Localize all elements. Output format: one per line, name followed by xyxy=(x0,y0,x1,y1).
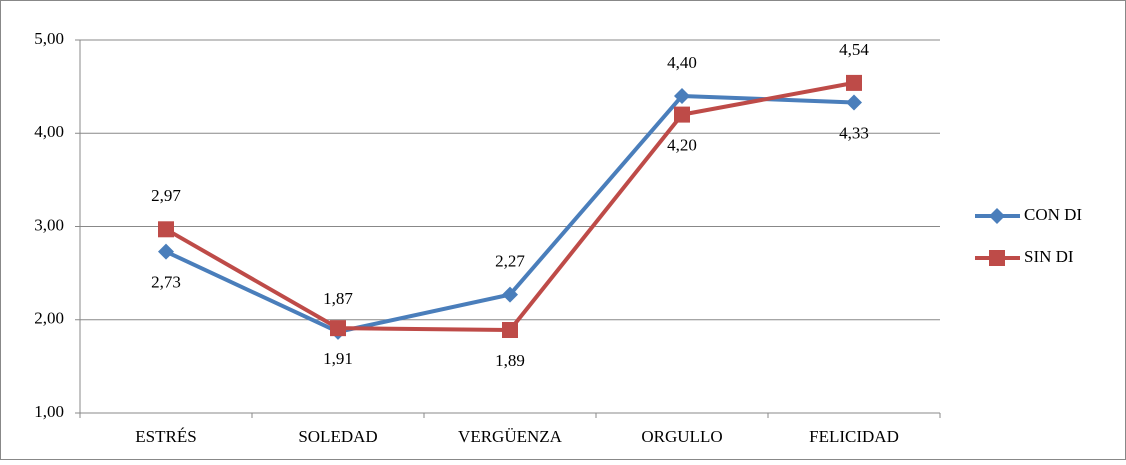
x-tick-label: VERGÜENZA xyxy=(458,427,563,446)
legend-label: CON DI xyxy=(1024,205,1082,224)
marker xyxy=(158,243,174,260)
marker xyxy=(989,250,1005,266)
marker xyxy=(330,320,346,337)
marker xyxy=(846,94,862,111)
marker xyxy=(989,208,1005,224)
data-label: 4,54 xyxy=(839,40,869,59)
marker xyxy=(502,322,518,339)
data-label: 1,89 xyxy=(495,351,525,370)
x-tick-label: SOLEDAD xyxy=(298,427,377,446)
marker xyxy=(674,106,690,123)
y-tick-label: 5,00 xyxy=(34,29,64,48)
marker xyxy=(846,74,862,91)
marker xyxy=(158,221,174,238)
data-label: 4,40 xyxy=(667,53,697,72)
x-tick-label: FELICIDAD xyxy=(809,427,899,446)
marker xyxy=(674,87,690,104)
data-label: 2,97 xyxy=(151,186,181,205)
y-tick-label: 4,00 xyxy=(34,122,64,141)
data-label: 1,91 xyxy=(323,349,353,368)
y-tick-label: 3,00 xyxy=(34,215,64,234)
data-label: 4,20 xyxy=(667,136,697,155)
y-tick-label: 2,00 xyxy=(34,309,64,328)
x-tick-label: ESTRÉS xyxy=(135,427,196,446)
data-label: 2,73 xyxy=(151,273,181,292)
marker xyxy=(502,286,518,303)
x-tick-label: ORGULLO xyxy=(641,427,722,446)
data-label: 2,27 xyxy=(495,251,525,270)
y-tick-label: 1,00 xyxy=(34,402,64,421)
legend-label: SIN DI xyxy=(1024,247,1074,266)
data-label: 1,87 xyxy=(323,289,353,308)
data-label: 4,33 xyxy=(839,123,869,142)
